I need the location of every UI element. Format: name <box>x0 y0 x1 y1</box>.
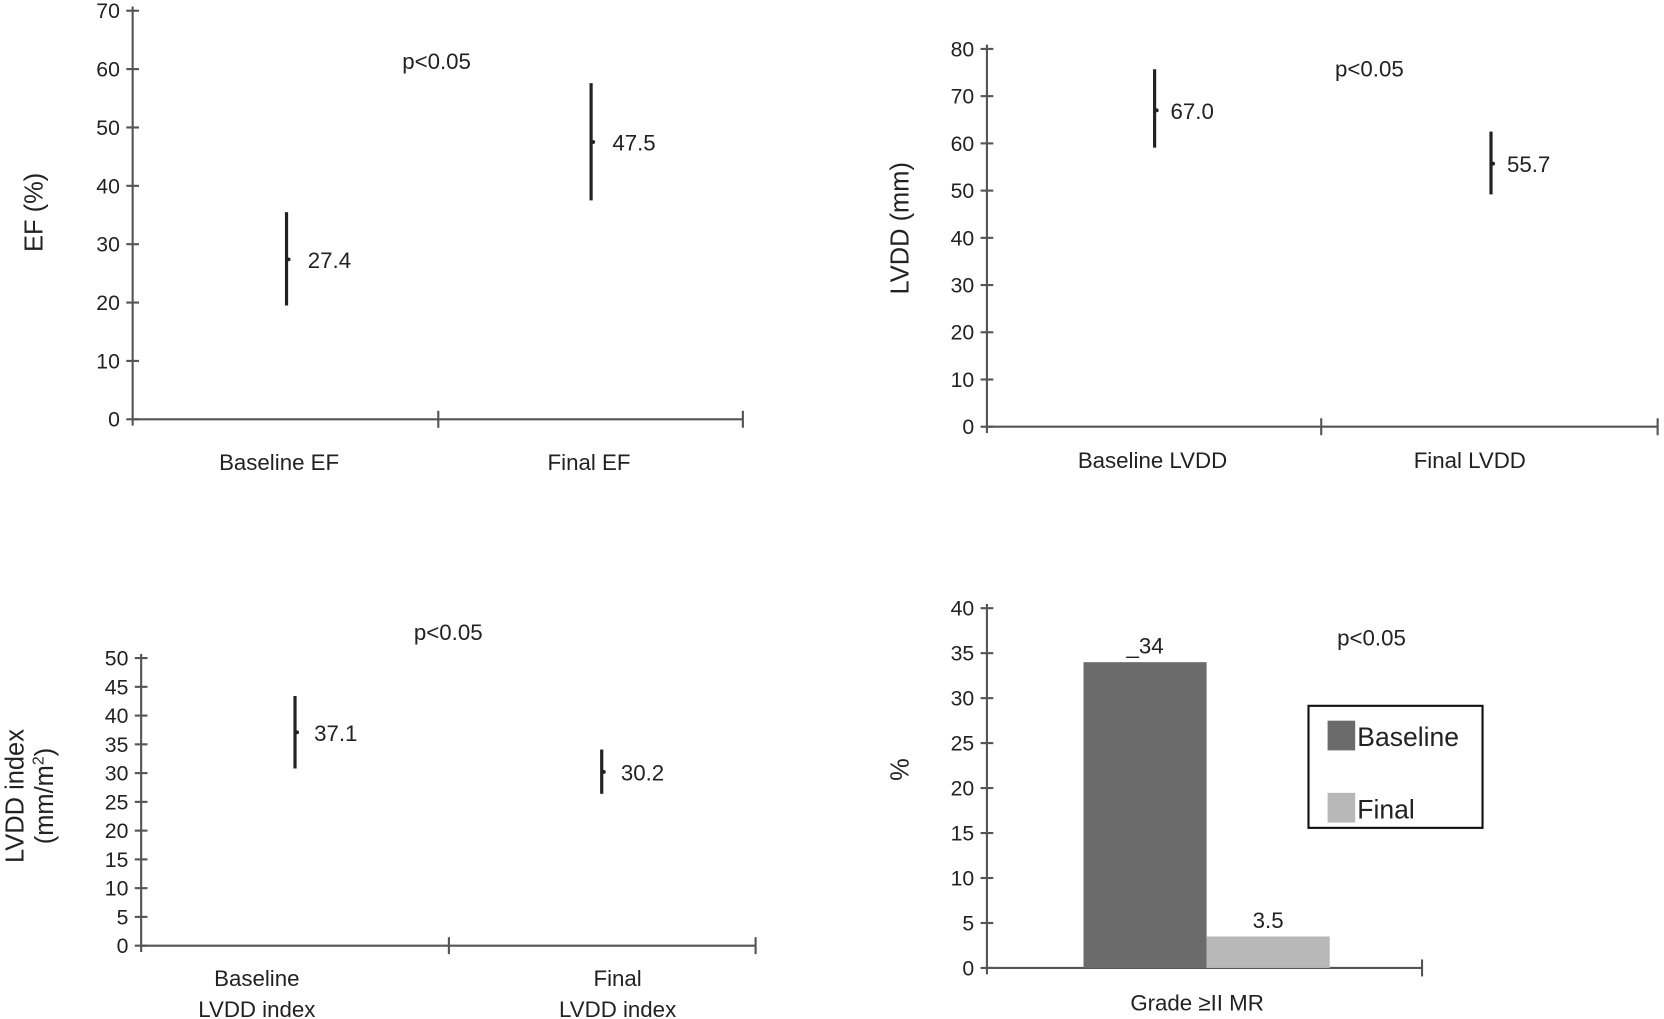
x-category-label: Baseline <box>214 966 299 991</box>
y-axis-title: EF (%) <box>20 173 48 252</box>
data-label: 27.4 <box>308 248 351 273</box>
bar-value-label: 3.5 <box>1253 908 1284 933</box>
y-tick-label: 70 <box>951 86 975 109</box>
y-tick-label: 80 <box>951 38 975 61</box>
p-value-annotation: p<0.05 <box>414 620 483 645</box>
mean-marker <box>286 257 291 262</box>
chart-panel-1: 0 10 20 30 40 50 60 70 EF (%) p<0.05 27.4 Baseline … <box>20 0 744 475</box>
y-tick-label: 40 <box>96 175 120 198</box>
y-axis-title: LVDD (mm) <box>886 162 914 294</box>
data-label: 47.5 <box>612 131 655 156</box>
y-tick-label: 40 <box>105 705 129 728</box>
y-axis-title-superscript: 2 <box>31 756 48 765</box>
data-label: 37.1 <box>314 721 357 746</box>
y-tick-label: 10 <box>951 369 975 392</box>
data-label: 55.7 <box>1507 152 1550 177</box>
y-tick-label: 10 <box>96 350 120 373</box>
x-category-label: Final <box>593 966 641 991</box>
y-axis-title-line: LVDD index <box>1 729 29 863</box>
y-tick-label: 10 <box>105 878 129 901</box>
y-tick-label: 60 <box>96 59 120 82</box>
x-category-label: Baseline LVDD <box>1078 448 1227 473</box>
y-tick-label: 0 <box>117 935 129 958</box>
y-tick-label: 20 <box>951 778 975 801</box>
y-tick-label: 20 <box>951 322 975 345</box>
legend-swatch <box>1327 720 1356 751</box>
y-tick-label: 35 <box>105 734 129 757</box>
y-tick-label: 30 <box>96 234 120 257</box>
y-tick-label: 70 <box>96 0 120 23</box>
x-category-label: Final EF <box>548 450 631 475</box>
y-tick-label: 0 <box>962 957 974 980</box>
chart-panel-4: 0 5 10 15 20 25 30 35 40% p<0.05 _34 3.5 Grade ≥II M… <box>886 598 1484 1015</box>
y-tick-label: 5 <box>117 906 129 929</box>
y-axis-title: LVDD index(mm/m2) <box>1 729 59 863</box>
y-axis-title: % <box>886 758 914 781</box>
legend: Baseline Final <box>1307 704 1484 829</box>
p-value-annotation: p<0.05 <box>1335 57 1404 82</box>
y-tick-label: 30 <box>951 274 975 297</box>
x-category-label: Grade ≥II MR <box>1130 990 1263 1015</box>
y-axis-title-line: (mm/m <box>31 765 59 844</box>
y-tick-label: 0 <box>962 416 974 439</box>
y-tick-label: 15 <box>105 849 129 872</box>
legend-label: Final <box>1357 794 1414 824</box>
y-tick-label: 35 <box>951 643 975 666</box>
y-tick-label: 60 <box>951 133 975 156</box>
bar-value-label: _34 <box>1125 634 1163 659</box>
bar-baseline <box>1083 662 1207 968</box>
y-tick-label: 40 <box>951 227 975 250</box>
x-category-label: LVDD index <box>559 997 676 1019</box>
legend-label: Baseline <box>1357 722 1459 752</box>
y-tick-label: 15 <box>951 822 975 845</box>
y-tick-label: 20 <box>105 820 129 843</box>
x-category-label: Baseline EF <box>219 450 339 475</box>
y-tick-label: 30 <box>951 688 975 711</box>
mean-marker <box>591 140 596 144</box>
bar-final <box>1206 936 1330 968</box>
y-axis-title-line: ) <box>31 748 59 756</box>
data-label: 30.2 <box>621 760 664 785</box>
y-tick-label: 45 <box>105 676 129 699</box>
x-category-label: Final LVDD <box>1414 448 1526 473</box>
mean-marker <box>1154 108 1159 113</box>
legend-swatch <box>1327 792 1356 823</box>
y-tick-label: 50 <box>96 117 120 140</box>
y-tick-label: 5 <box>962 912 974 935</box>
mean-marker <box>601 770 606 774</box>
mean-marker <box>295 730 300 735</box>
y-tick-label: 25 <box>951 733 975 756</box>
y-tick-label: 30 <box>105 763 129 786</box>
y-tick-label: 0 <box>108 409 120 432</box>
x-category-label: LVDD index <box>198 997 315 1019</box>
p-value-annotation: p<0.05 <box>1337 625 1406 650</box>
y-tick-label: 20 <box>96 292 120 315</box>
y-tick-label: 25 <box>105 791 129 814</box>
y-tick-label: 10 <box>951 867 975 890</box>
data-label: 67.0 <box>1171 99 1214 124</box>
y-tick-label: 50 <box>951 180 975 203</box>
p-value-annotation: p<0.05 <box>402 49 471 74</box>
chart-panel-2: 0 10 20 30 40 50 60 70 80 LVDD (mm) p<0.05 67.0 Base… <box>886 38 1659 473</box>
mean-marker <box>1491 161 1496 166</box>
y-tick-label: 40 <box>951 598 975 621</box>
y-tick-label: 50 <box>105 648 129 671</box>
